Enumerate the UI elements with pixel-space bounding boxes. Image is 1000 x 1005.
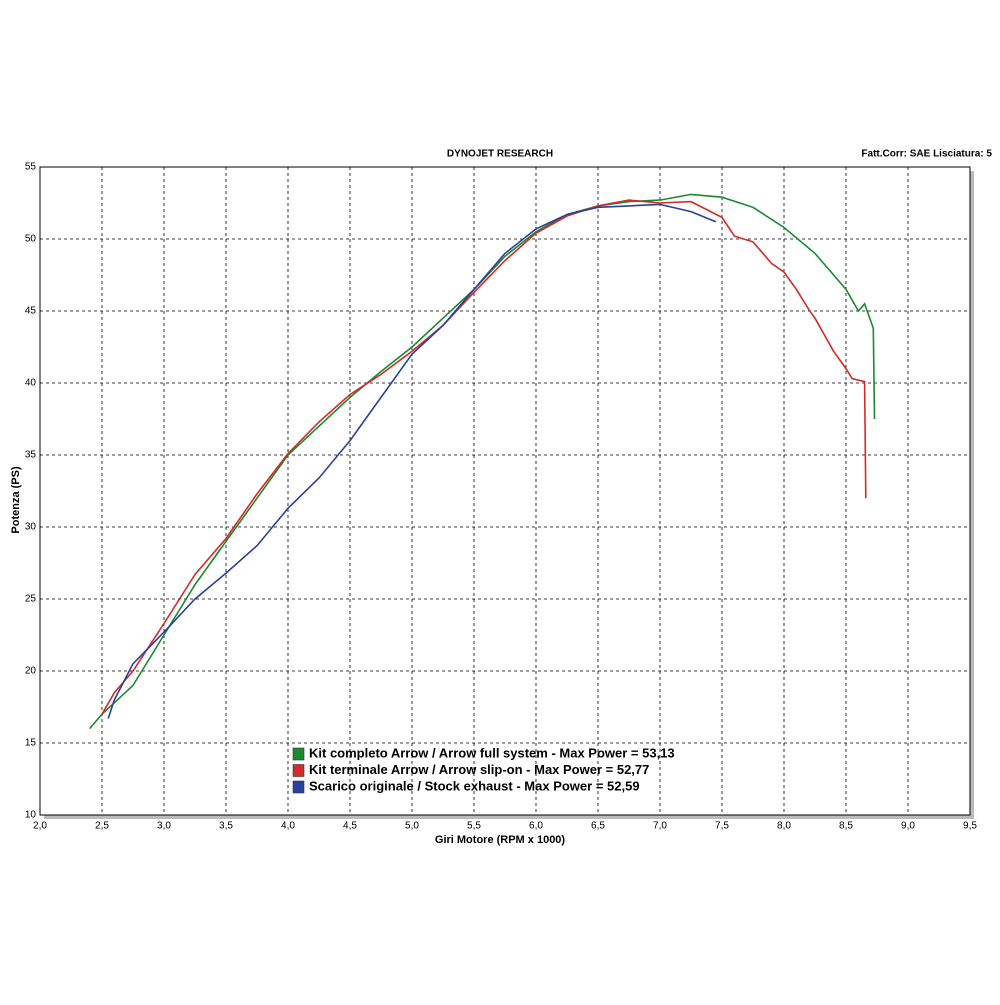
chart-title: DYNOJET RESEARCH — [447, 149, 553, 160]
y-tick-label: 45 — [25, 306, 37, 317]
y-tick-label: 15 — [25, 738, 37, 749]
x-tick-label: 5,5 — [467, 821, 481, 832]
series-line — [88, 193, 876, 730]
legend-swatch — [292, 764, 305, 777]
y-tick-label: 20 — [25, 666, 37, 677]
x-tick-label: 8,0 — [777, 821, 791, 832]
y-axis-label: Potenza (PS) — [10, 466, 22, 534]
x-tick-label: 9,5 — [963, 821, 977, 832]
legend-entry: Kit terminale Arrow / Arrow slip-on - Ma… — [309, 762, 649, 777]
y-tick-label: 30 — [25, 522, 37, 533]
y-tick-label: 25 — [25, 594, 37, 605]
x-tick-label: 7,5 — [715, 821, 729, 832]
x-tick-label: 5,0 — [405, 821, 419, 832]
x-tick-label: 7,0 — [653, 821, 667, 832]
x-tick-label: 4,0 — [281, 821, 295, 832]
x-tick-label: 8,5 — [839, 821, 853, 832]
x-tick-label: 9,0 — [901, 821, 915, 832]
y-tick-label: 40 — [25, 378, 37, 389]
x-tick-label: 6,0 — [529, 821, 543, 832]
series-line — [107, 203, 717, 719]
x-tick-label: 2,5 — [95, 821, 109, 832]
x-tick-label: 3,0 — [157, 821, 171, 832]
chart-subtitle: Fatt.Corr: SAE Lisciatura: 5 — [861, 149, 992, 160]
x-tick-label: 6,5 — [591, 821, 605, 832]
x-axis-label: Giri Motore (RPM x 1000) — [435, 834, 566, 846]
legend-swatch — [292, 780, 305, 794]
x-tick-label: 2,0 — [33, 821, 47, 832]
plot-area — [39, 166, 971, 816]
y-tick-label: 50 — [25, 234, 37, 245]
legend-entry: Kit completo Arrow / Arrow full system -… — [309, 745, 675, 760]
x-tick-label: 3,5 — [219, 821, 233, 832]
x-tick-label: 4,5 — [343, 821, 357, 832]
y-tick-label: 10 — [25, 810, 37, 821]
y-tick-label: 55 — [25, 162, 37, 173]
legend-entry: Scarico originale / Stock exhaust - Max … — [309, 778, 640, 793]
legend-swatch — [292, 747, 305, 761]
y-tick-label: 35 — [25, 450, 37, 461]
